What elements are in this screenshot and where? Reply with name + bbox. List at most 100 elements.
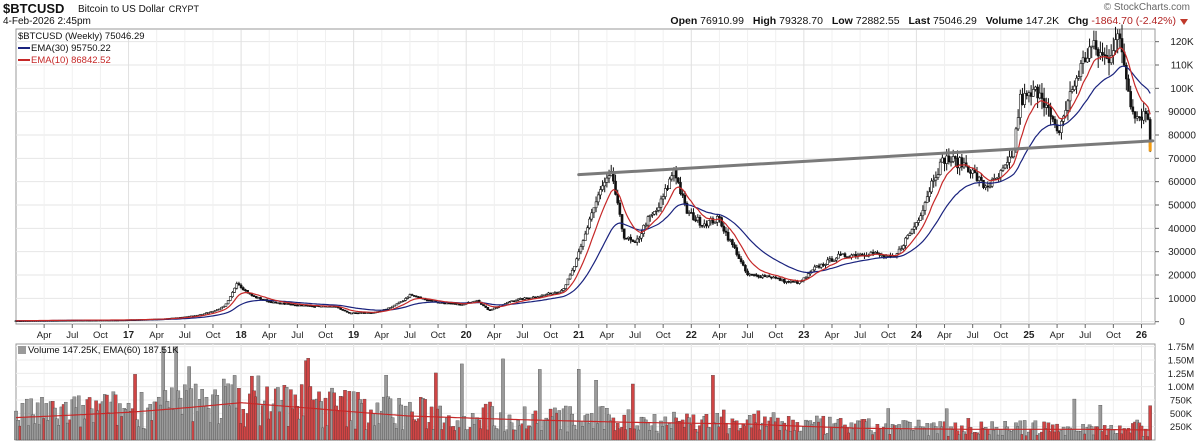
price-bar-body xyxy=(635,238,639,243)
price-bar-body xyxy=(211,310,215,313)
price-bar-body xyxy=(490,308,494,311)
price-bar-body xyxy=(1138,116,1141,118)
high-value: 79328.70 xyxy=(779,15,823,27)
price-bar-body xyxy=(603,182,607,187)
volume-bar xyxy=(362,398,367,441)
price-bar-body xyxy=(668,178,671,189)
price-bar-body xyxy=(412,295,416,297)
price-bar-body xyxy=(988,185,992,188)
price-bar-body xyxy=(339,307,342,310)
price-bar-body xyxy=(404,298,407,301)
x-tick-label: Jul xyxy=(66,330,78,341)
price-bar-body xyxy=(813,266,816,271)
price-bar-body xyxy=(391,305,394,308)
price-bar-body xyxy=(858,253,862,256)
price-bar-body xyxy=(562,288,565,291)
price-bar-body xyxy=(1088,46,1091,59)
price-bar-body xyxy=(616,194,620,204)
price-bar-body xyxy=(488,309,492,311)
y-tick-label: 20000 xyxy=(1168,271,1196,282)
price-bar-body xyxy=(1038,92,1042,99)
price-bar-body xyxy=(356,312,360,315)
legend-price-text: $BTCUSD (Weekly) 75046.29 xyxy=(18,31,145,42)
x-tick-label: 20 xyxy=(461,330,473,341)
price-bar-body xyxy=(975,172,979,181)
volume-bar xyxy=(522,406,527,441)
price-bar-body xyxy=(218,308,221,311)
price-bar-body xyxy=(259,297,262,300)
price-bar-body xyxy=(1120,38,1124,53)
price-bar-body xyxy=(648,214,652,217)
volume-bar xyxy=(611,417,616,441)
volume-bar xyxy=(711,375,715,441)
volume-bar xyxy=(734,420,739,441)
volume-bar xyxy=(944,408,949,441)
volume-label: Volume xyxy=(985,15,1023,27)
price-bar-body xyxy=(594,201,598,209)
price-bar-body xyxy=(1073,85,1076,90)
price-bar-body xyxy=(685,202,689,214)
price-bar-body xyxy=(1103,54,1106,57)
volume-bar xyxy=(1022,420,1027,441)
price-bar-body xyxy=(735,247,739,255)
high-label: High xyxy=(752,15,777,27)
price-bar-body xyxy=(1081,57,1085,64)
price-bar-body xyxy=(1129,91,1132,108)
price-bar-body xyxy=(653,211,656,215)
volume-value: 147.2K xyxy=(1025,15,1060,27)
price-bar-body xyxy=(540,294,544,297)
price-bar-body xyxy=(573,265,576,271)
price-bar-body xyxy=(605,177,609,183)
price-bar-body xyxy=(596,194,600,203)
price-bar-body xyxy=(731,239,734,246)
price-bar-body xyxy=(1066,100,1070,111)
price-bar-body xyxy=(746,270,749,276)
price-bar-body xyxy=(828,258,832,261)
price-bar-body xyxy=(1040,92,1044,99)
price-bar-body xyxy=(350,312,353,315)
price-bar-body xyxy=(700,225,704,227)
price-bar-body xyxy=(460,304,464,306)
price-bar-body xyxy=(267,301,271,303)
price-bar-body xyxy=(451,302,455,305)
price-bar-body xyxy=(1140,116,1143,121)
price-bar-body xyxy=(590,212,594,220)
x-tick-label: Apr xyxy=(149,330,164,341)
price-bar-body xyxy=(599,189,602,196)
y-tick-label: 10000 xyxy=(1168,294,1196,305)
x-tick-label: 19 xyxy=(348,330,360,341)
price-bar-body xyxy=(592,207,596,214)
price-bar-body xyxy=(399,301,403,303)
price-bar-body xyxy=(793,281,797,283)
price-bar-body xyxy=(215,309,219,311)
price-bar-body xyxy=(930,180,933,193)
price-bar-body xyxy=(1092,40,1096,47)
x-tick-label: Oct xyxy=(656,330,671,341)
price-bar-body xyxy=(493,307,496,310)
price-bar-body xyxy=(1012,149,1016,158)
price-bar-body xyxy=(638,237,641,240)
price-bar-body xyxy=(1125,65,1128,80)
y-tick-label: 40000 xyxy=(1168,224,1196,235)
volume-bar xyxy=(265,386,269,441)
price-bar-body xyxy=(534,296,537,299)
price-bar-body xyxy=(454,303,457,305)
volume-legend: Volume 147.25K, EMA(60) 187.51K xyxy=(18,345,179,356)
price-bar-body xyxy=(625,237,628,240)
price-bar-body xyxy=(425,299,429,302)
volume-bar xyxy=(429,406,434,441)
price-bar-body xyxy=(733,244,736,248)
price-bar-body xyxy=(313,306,316,308)
price-bar-body xyxy=(1109,55,1113,64)
price-bar-body xyxy=(1016,117,1020,130)
price-bar-body xyxy=(822,263,825,266)
x-tick-label: Jul xyxy=(741,330,753,341)
price-bar-body xyxy=(428,299,431,302)
price-bar-body xyxy=(739,258,743,263)
price-bar-body xyxy=(1107,58,1111,64)
ema30-line xyxy=(16,65,1151,322)
price-bar-body xyxy=(523,297,526,300)
price-bar-body xyxy=(1025,93,1029,97)
price-bar-body xyxy=(770,276,773,279)
price-bar-body xyxy=(785,281,788,283)
